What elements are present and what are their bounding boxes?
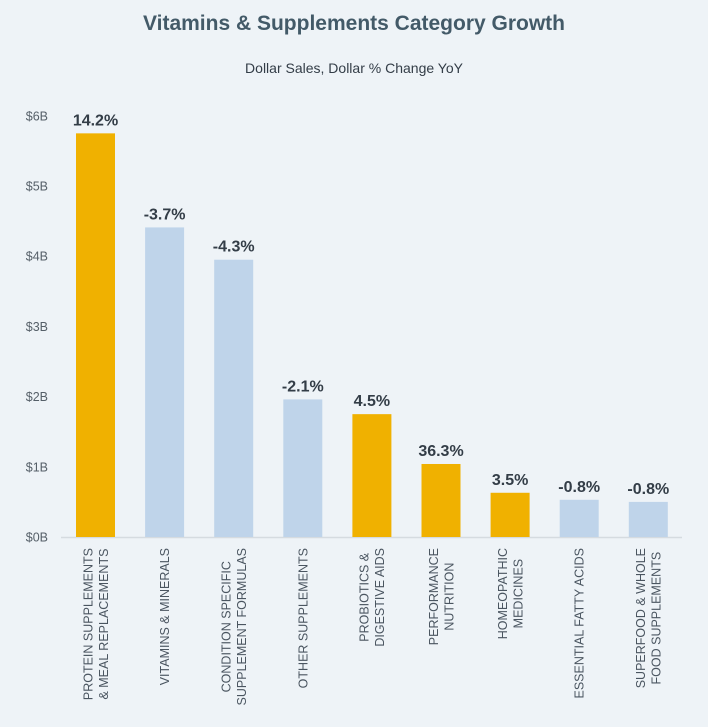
y-tick-label: $1B	[26, 460, 48, 474]
chart-subtitle: Dollar Sales, Dollar % Change YoY	[245, 60, 463, 76]
x-tick-label-line: NUTRITION	[442, 563, 456, 631]
x-tick-label-line: DIGESTIVE AIDS	[373, 548, 387, 647]
bar	[214, 259, 254, 537]
data-label: -0.8%	[627, 481, 669, 498]
x-tick-label-line: FOOD SUPPLEMENTS	[650, 552, 664, 685]
bar	[628, 501, 668, 537]
y-tick-label: $0B	[26, 531, 48, 545]
x-tick-label-line: MEDICINES	[511, 559, 525, 628]
x-tick-label-line: CONDITION SPECIFIC	[219, 561, 233, 692]
x-tick-label-line: VITAMINS & MINERALS	[158, 548, 172, 685]
x-tick-label-line: PERFORMANCE	[427, 548, 441, 645]
bar	[490, 492, 530, 537]
bar	[76, 133, 115, 537]
bar	[283, 399, 323, 537]
data-label: 14.2%	[73, 112, 118, 129]
x-tick-label: VITAMINS & MINERALS	[158, 548, 172, 685]
x-tick-label: HOMEOPATHIC MEDICINES	[496, 548, 525, 639]
data-label: -0.8%	[558, 479, 600, 496]
x-tick-label-line: & MEAL REPLACEMENTS	[97, 549, 111, 700]
x-tick-label-line: SUPPLEMENT FORMULAS	[235, 548, 249, 705]
data-label: -4.3%	[213, 239, 255, 256]
data-label: -2.1%	[282, 378, 324, 395]
bar	[559, 499, 599, 537]
y-tick-label: $6B	[26, 109, 48, 123]
y-tick-label: $3B	[26, 320, 48, 334]
x-tick-label-line: PROBIOTICS &	[358, 552, 372, 642]
x-tick-label-line: ESSENTIAL FATTY ACIDS	[573, 548, 587, 699]
x-tick-label-line: OTHER SUPPLEMENTS	[296, 548, 310, 688]
data-label: 4.5%	[354, 393, 390, 410]
x-tick-label: PROTEIN SUPPLEMENTS & MEAL REPLACEMENTS	[81, 548, 111, 700]
bar	[145, 227, 185, 537]
data-label: 36.3%	[418, 443, 463, 460]
x-tick-label: PROBIOTICS & DIGESTIVE AIDS	[358, 548, 388, 647]
x-tick-label: OTHER SUPPLEMENTS	[296, 548, 310, 688]
x-tick-label: SUPERFOOD & WHOLE FOOD SUPPLEMENTS	[634, 548, 664, 688]
data-label: 3.5%	[492, 472, 528, 489]
chart-title: Vitamins & Supplements Category Growth	[142, 12, 566, 35]
bar	[421, 463, 461, 537]
x-tick-label: ESSENTIAL FATTY ACIDS	[573, 548, 587, 699]
x-tick-label-line: HOMEOPATHIC	[496, 548, 510, 639]
y-tick-label: $4B	[26, 250, 48, 264]
y-tick-label: $5B	[26, 180, 48, 194]
x-tick-label: PERFORMANCE NUTRITION	[427, 548, 457, 645]
bar	[352, 414, 392, 537]
x-tick-label: CONDITION SPECIFIC SUPPLEMENT FORMULAS	[219, 548, 249, 705]
x-tick-label-line: SUPERFOOD & WHOLE	[634, 548, 648, 688]
y-tick-label: $2B	[26, 390, 48, 404]
data-label: -3.7%	[144, 206, 186, 223]
x-tick-label-line: PROTEIN SUPPLEMENTS	[81, 548, 95, 700]
